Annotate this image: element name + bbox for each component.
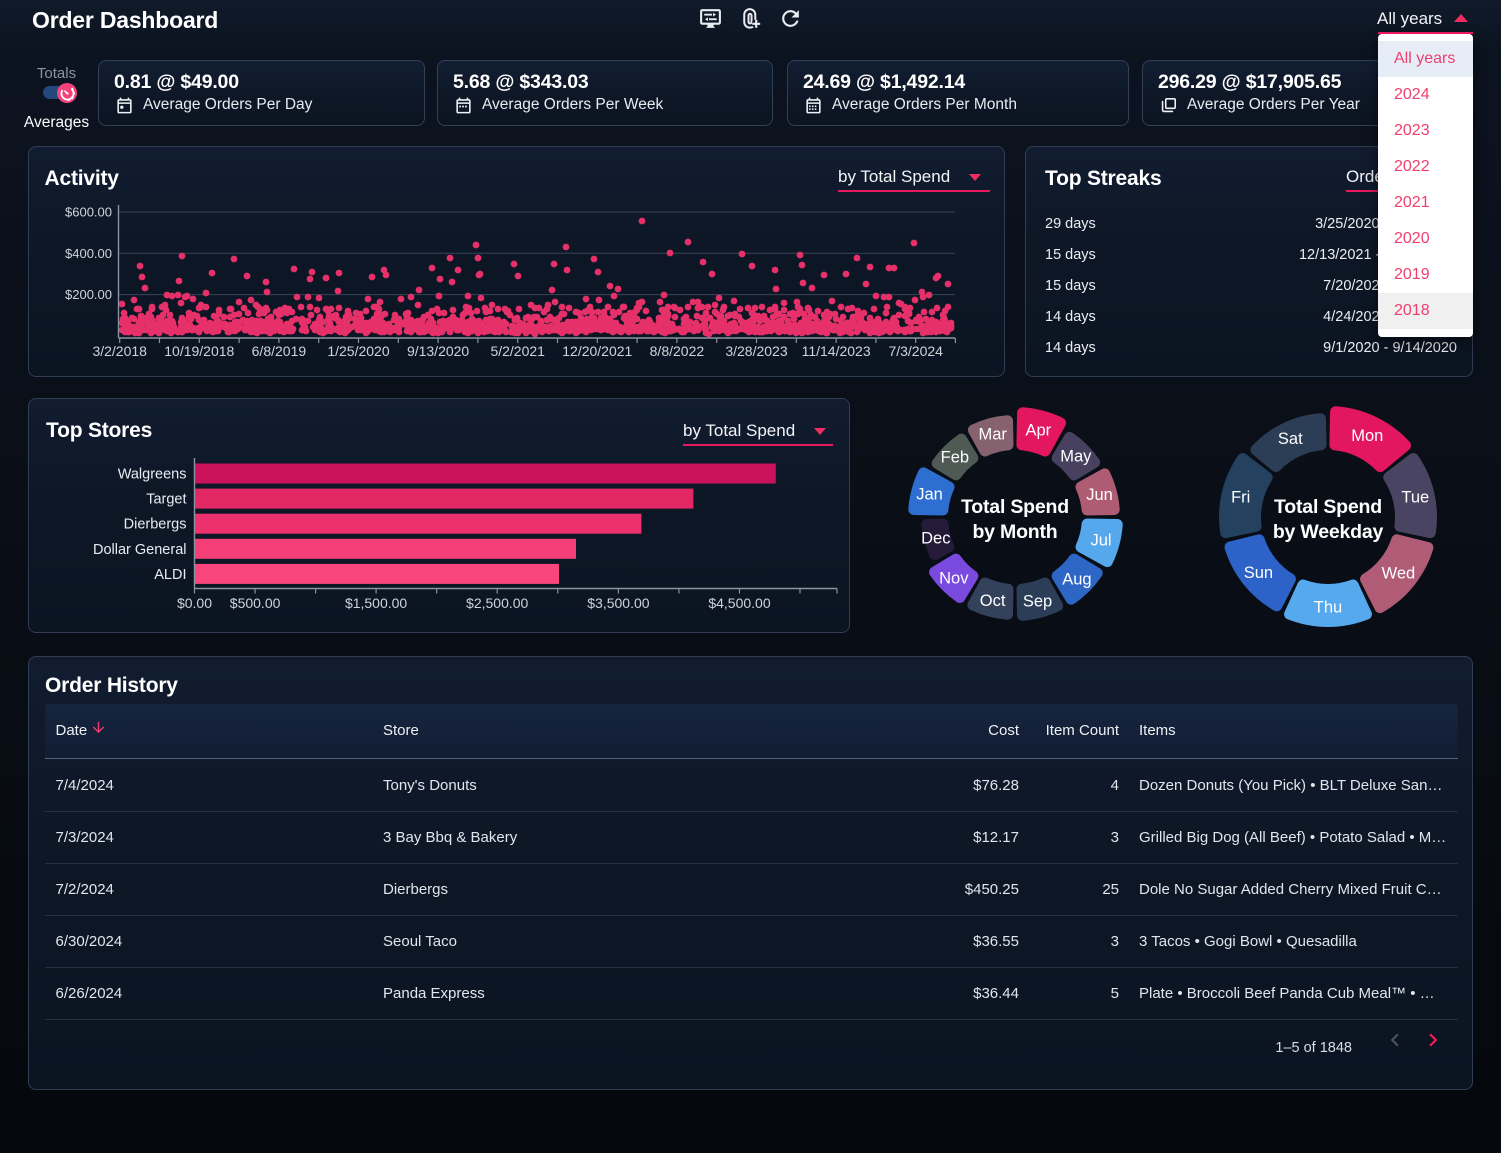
svg-text:Dec: Dec (921, 529, 950, 547)
svg-text:Apr: Apr (1025, 421, 1051, 439)
svg-text:Jul: Jul (1090, 531, 1111, 549)
svg-text:Thu: Thu (1313, 599, 1341, 617)
svg-text:Total Spend: Total Spend (1274, 496, 1382, 518)
svg-text:1/25/2020: 1/25/2020 (327, 343, 389, 359)
svg-text:Mon: Mon (1351, 427, 1383, 445)
svg-text:$200.00: $200.00 (65, 287, 112, 302)
svg-text:8/8/2022: 8/8/2022 (649, 343, 704, 359)
svg-text:3/2/2018: 3/2/2018 (92, 343, 147, 359)
svg-text:Dierbergs: Dierbergs (124, 517, 187, 533)
svg-text:Sun: Sun (1243, 564, 1272, 582)
svg-text:12/20/2021: 12/20/2021 (562, 343, 632, 359)
svg-text:$4,500.00: $4,500.00 (708, 595, 770, 611)
svg-text:May: May (1060, 447, 1092, 465)
svg-text:Sat: Sat (1277, 430, 1302, 448)
svg-text:ALDI: ALDI (154, 567, 186, 583)
svg-text:11/14/2023: 11/14/2023 (801, 343, 870, 359)
svg-text:$3,500.00: $3,500.00 (587, 595, 649, 611)
svg-text:Feb: Feb (941, 448, 969, 466)
svg-text:Aug: Aug (1062, 570, 1091, 588)
svg-text:Oct: Oct (980, 592, 1006, 610)
svg-text:Jun: Jun (1086, 485, 1113, 503)
svg-text:$1,500.00: $1,500.00 (345, 595, 407, 611)
svg-text:Dollar General: Dollar General (93, 542, 187, 558)
svg-text:Fri: Fri (1231, 489, 1250, 507)
svg-text:Nov: Nov (939, 569, 969, 587)
svg-text:$2,500.00: $2,500.00 (466, 595, 528, 611)
svg-text:Walgreens: Walgreens (118, 467, 187, 483)
svg-text:$500.00: $500.00 (230, 595, 281, 611)
svg-text:5/2/2021: 5/2/2021 (490, 343, 545, 359)
svg-text:Target: Target (146, 492, 186, 508)
svg-text:Tue: Tue (1401, 489, 1429, 507)
svg-text:3/28/2023: 3/28/2023 (725, 343, 787, 359)
svg-text:6/8/2019: 6/8/2019 (251, 343, 306, 359)
svg-text:Total Spend: Total Spend (961, 496, 1069, 518)
svg-text:Jan: Jan (916, 485, 943, 503)
svg-text:$0.00: $0.00 (177, 595, 212, 611)
svg-text:Mar: Mar (978, 425, 1007, 443)
svg-text:Wed: Wed (1381, 565, 1415, 583)
svg-text:by Weekday: by Weekday (1272, 521, 1383, 543)
svg-text:9/13/2020: 9/13/2020 (406, 343, 468, 359)
svg-text:by Month: by Month (972, 521, 1057, 543)
svg-text:10/19/2018: 10/19/2018 (164, 343, 234, 359)
svg-text:Sep: Sep (1023, 592, 1052, 610)
svg-text:$400.00: $400.00 (65, 246, 112, 261)
svg-text:7/3/2024: 7/3/2024 (888, 343, 943, 359)
svg-text:$600.00: $600.00 (65, 205, 112, 220)
